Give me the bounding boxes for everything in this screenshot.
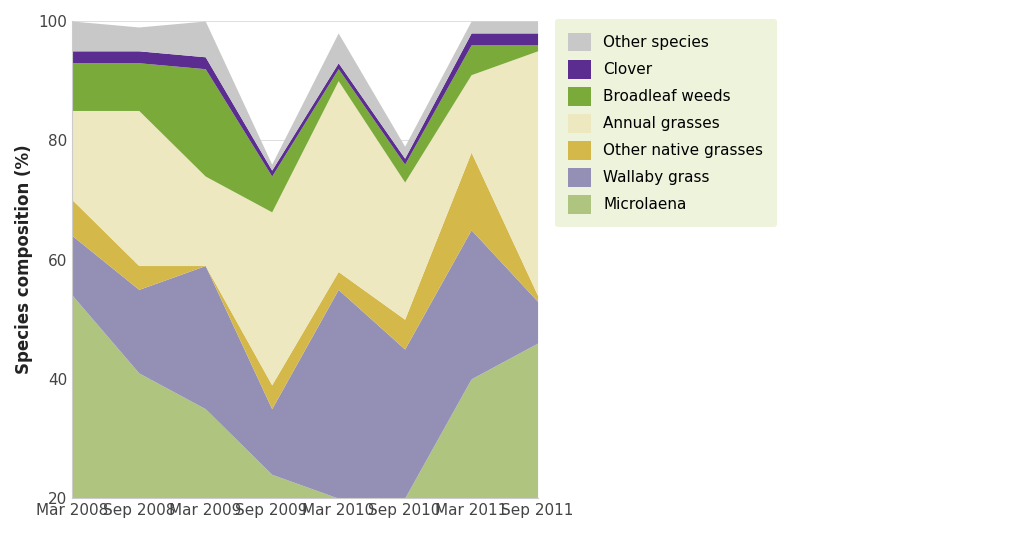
Legend: Other species, Clover, Broadleaf weeds, Annual grasses, Other native grasses, Wa: Other species, Clover, Broadleaf weeds, …: [555, 19, 777, 228]
Y-axis label: Species composition (%): Species composition (%): [15, 145, 33, 374]
